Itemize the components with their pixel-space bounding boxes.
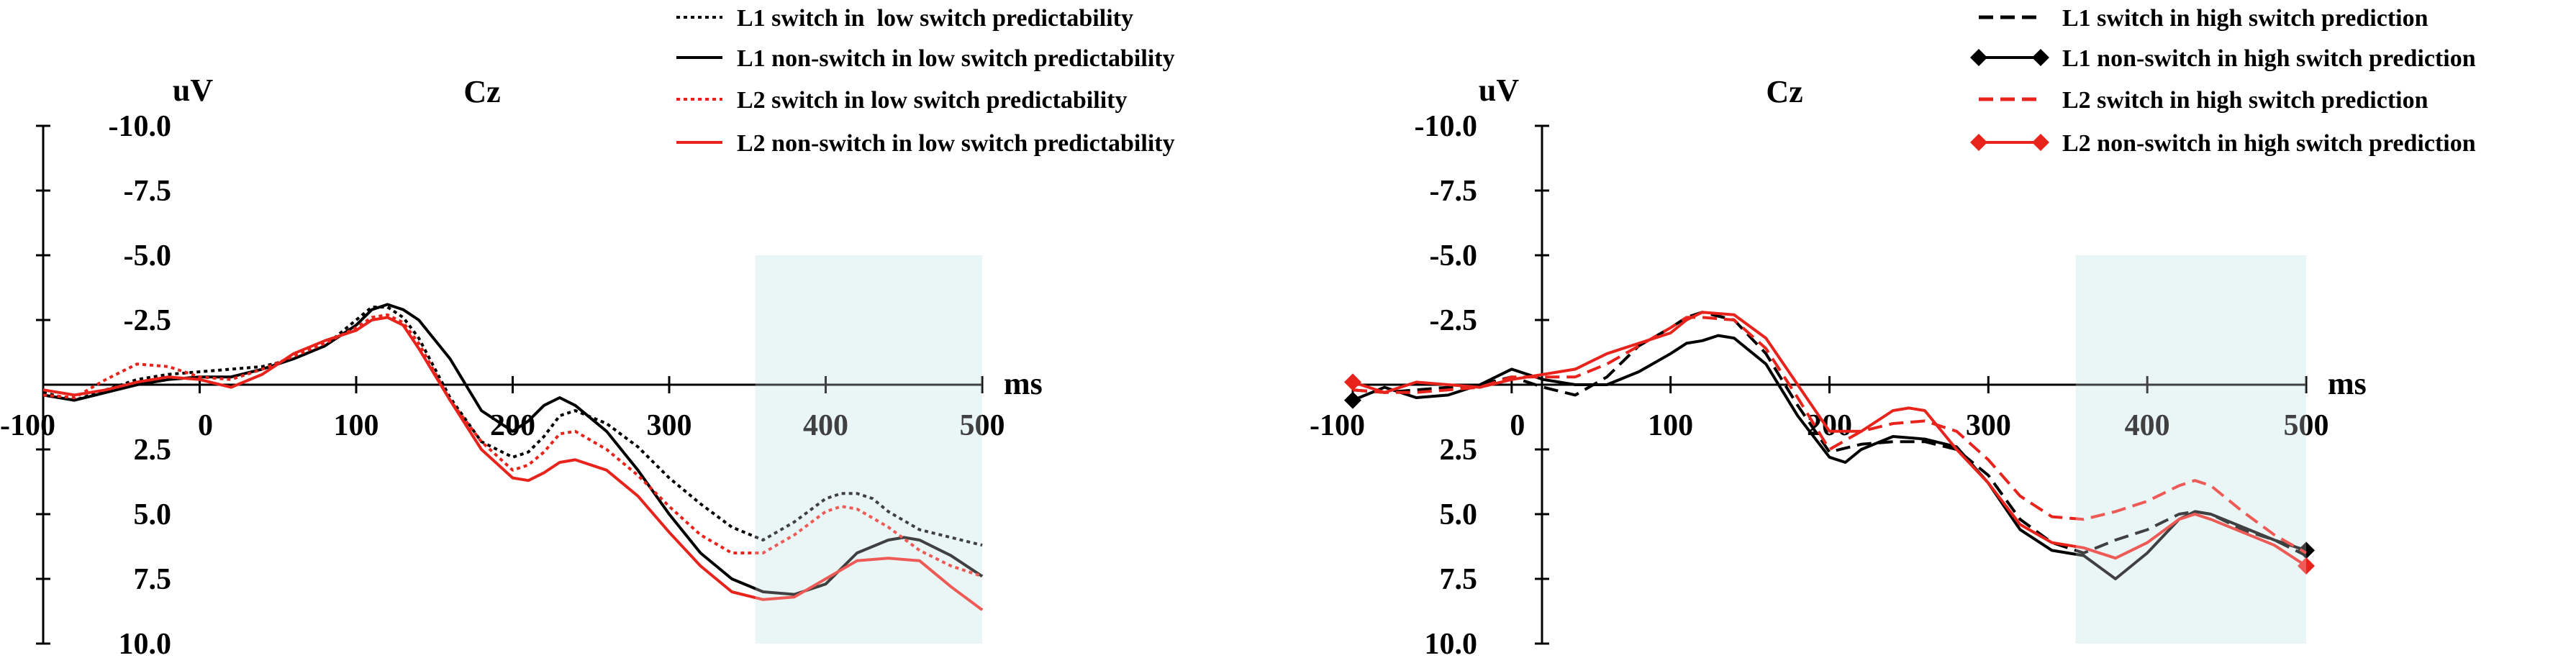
- panel-low-predictability: -10.0 -7.5 -5.0 -2.5 2.5 5.0 7.5 10.0 -100 0 100 20…: [0, 5, 1175, 661]
- channel-label: Cz: [463, 74, 500, 109]
- y-tick-label: 7.5: [134, 563, 172, 596]
- legend-label: L2 non-switch in high switch prediction: [2062, 130, 2476, 157]
- legend-label: L2 switch in low switch predictability: [737, 87, 1127, 114]
- series-line: [42, 316, 984, 611]
- y-tick-label: 5.0: [1440, 498, 1478, 531]
- x-tick-label: 200: [490, 409, 535, 442]
- y-tick-label: 10.0: [119, 628, 172, 661]
- x-axis-unit-label: ms: [1004, 366, 1043, 401]
- x-tick-label: 100: [334, 409, 379, 442]
- y-tick-label: -2.5: [1430, 304, 1478, 337]
- series-end-marker: [2298, 541, 2315, 559]
- legend: L1 switch in low switch predictability L…: [676, 5, 1175, 157]
- legend-item: L1 switch in high switch prediction: [1979, 5, 2428, 32]
- legend-label: L1 non-switch in high switch prediction: [2062, 45, 2476, 72]
- y-tick-label: 5.0: [134, 498, 172, 531]
- legend-item: L2 non-switch in high switch prediction: [1970, 130, 2476, 157]
- y-tick-label: 10.0: [1425, 628, 1478, 661]
- plot-area: -10.0-7.5-5.0-2.52.55.07.510.0-100 0 100 20…: [1310, 110, 2329, 661]
- analysis-window-overlay: [2075, 255, 2306, 644]
- x-tick-label: -100: [0, 409, 55, 442]
- y-axis-unit-label: uV: [173, 73, 213, 108]
- y-tick-label: 2.5: [1440, 434, 1478, 467]
- legend-item: L1 non-switch in high switch prediction: [1970, 45, 2476, 72]
- channel-label: Cz: [1766, 74, 1802, 109]
- series-line: [42, 306, 983, 547]
- series-line: [42, 303, 984, 596]
- y-tick-label: 2.5: [134, 434, 172, 467]
- legend-item: L2 switch in high switch prediction: [1979, 87, 2428, 114]
- x-tick-label: 500: [2284, 409, 2329, 442]
- y-tick-label: -7.5: [1430, 175, 1478, 208]
- legend-diamond-marker: [1970, 134, 1987, 151]
- legend-label: L1 switch in high switch prediction: [2062, 5, 2428, 32]
- legend-item: L2 non-switch in low switch predictabili…: [676, 130, 1175, 157]
- x-tick-label: 500: [960, 409, 1005, 442]
- x-tick-label: 400: [2125, 409, 2170, 442]
- series-end-marker: [2298, 557, 2315, 575]
- y-tick-label: -5.0: [124, 239, 172, 273]
- x-tick-label: 100: [1648, 409, 1693, 442]
- y-tick-label: -7.5: [124, 175, 172, 208]
- y-tick-label: -5.0: [1430, 239, 1478, 273]
- legend-diamond-marker: [2032, 134, 2049, 151]
- legend: L1 switch in high switch prediction L1 n…: [1970, 5, 2476, 157]
- x-axis-unit-label: ms: [2328, 366, 2367, 401]
- x-tick-label: 400: [803, 409, 848, 442]
- x-tick-label: 300: [1966, 409, 2011, 442]
- series-end-marker: [1344, 373, 1361, 391]
- analysis-window-highlight: [755, 255, 982, 644]
- panel-high-predictability: -10.0-7.5-5.0-2.52.55.07.510.0-100 0 100 20…: [1310, 5, 2476, 661]
- legend-label: L1 non-switch in low switch predictabili…: [737, 45, 1175, 72]
- plot-area: -10.0 -7.5 -5.0 -2.5 2.5 5.0 7.5 10.0 -100 0 100 20…: [0, 110, 1005, 661]
- x-tick-label: -100: [1310, 409, 1365, 442]
- legend-label: L1 switch in low switch predictability: [737, 5, 1133, 32]
- legend-item: L2 switch in low switch predictability: [676, 87, 1127, 114]
- x-tick-label: 0: [198, 409, 213, 442]
- y-tick-label: 7.5: [1440, 563, 1478, 596]
- legend-diamond-marker: [2032, 49, 2049, 66]
- y-axis-unit-label: uV: [1479, 73, 1519, 108]
- x-tick-label: 0: [1510, 409, 1525, 442]
- legend-item: L1 non-switch in low switch predictabili…: [676, 45, 1175, 72]
- y-tick-label: -10.0: [109, 110, 172, 143]
- analysis-window-overlay: [755, 255, 982, 644]
- legend-label: L2 switch in high switch prediction: [2062, 87, 2428, 114]
- series-end-marker: [1344, 391, 1361, 409]
- legend-label: L2 non-switch in low switch predictabili…: [737, 130, 1175, 157]
- y-tick-label: -10.0: [1415, 110, 1478, 143]
- y-tick-label: -2.5: [124, 304, 172, 337]
- legend-diamond-marker: [1970, 49, 1987, 66]
- legend-item: L1 switch in low switch predictability: [676, 5, 1133, 32]
- series-line: [1352, 311, 2308, 567]
- x-tick-label: 300: [647, 409, 692, 442]
